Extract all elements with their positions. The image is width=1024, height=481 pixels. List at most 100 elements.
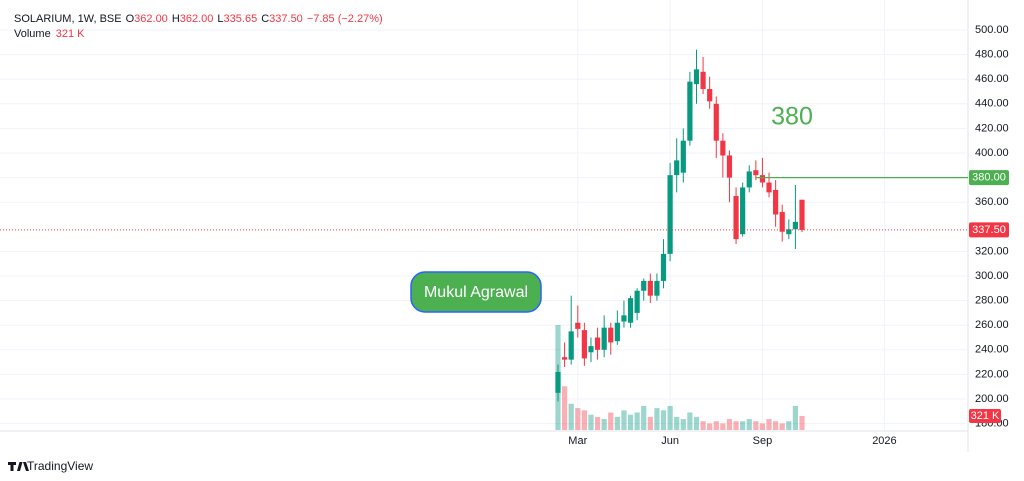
legend-label: C [261,13,269,25]
candle-body [687,81,693,141]
volume-bar [680,419,686,430]
candle-body [786,229,792,235]
candle-body [660,253,667,281]
volume-label: 321 K [971,410,1000,422]
legend-label: H [172,13,180,25]
candle-body [588,346,594,353]
plot [555,49,805,430]
legend-label: L [217,13,223,25]
volume-bar [707,423,713,430]
volume-bar [753,421,759,430]
volume-bar [700,421,706,430]
volume-bar [746,419,752,430]
candle-body [647,280,653,296]
symbol: SOLARIUM, 1W, BSE [14,13,122,25]
y-tick-label: 240.00 [975,344,1009,356]
volume-bar [733,421,739,430]
volume-bar [588,414,594,430]
volume-bar [647,416,653,430]
volume-bar [641,405,647,430]
y-tick-label: 280.00 [975,295,1009,307]
candle-body [594,337,601,350]
header: SOLARIUM, 1W, BSE O362.00 H362.00 L335.65 C3… [14,13,383,25]
grid [0,0,968,431]
volume-bar [614,416,620,430]
callout-text: Mukul Agrawal [424,284,528,301]
candle-body [674,160,680,176]
x-tick-label: Mar [568,435,587,447]
legend-label: O [126,13,135,25]
volume-legend: Volume 321 K [14,28,85,40]
candle-body [693,69,700,85]
y-tick-label: 300.00 [975,270,1009,282]
volume-bar [799,415,805,430]
volume-bar [786,421,792,430]
volume-bar [627,414,634,430]
price-label: 380.00 [972,172,1006,184]
legend-value: 335.65 [224,13,258,25]
volume-bar [561,386,568,430]
candle-body [792,221,799,230]
volume-bar [654,408,660,430]
volume-bar [713,421,719,430]
y-tick-label: 360.00 [975,196,1009,208]
brand-logo [8,462,29,471]
brand: TradingView [27,459,93,473]
candle-body [608,327,614,343]
candle-body [740,187,746,235]
change: −7.85 (−2.27%) [307,13,383,25]
candle-body [720,140,726,156]
candle-body [634,290,640,313]
candle-body [779,212,785,232]
volume-bar [608,412,614,430]
candle-body [753,170,759,176]
y-tick-label: 260.00 [975,319,1009,331]
candle-body [707,89,713,102]
candle-body [568,331,574,360]
volume-bar [766,419,772,430]
volume-bar [773,421,779,430]
volume-bar [693,416,700,430]
candle-body [654,280,660,296]
callout [410,271,542,313]
candle-body [575,322,581,329]
legend-value: 362.00 [180,13,214,25]
x-tick-label: Sep [753,435,773,447]
candle-body [667,175,673,254]
candle-body [561,357,568,360]
y-tick-label: 420.00 [975,122,1009,134]
candle-body [555,371,561,393]
y-tick-label: 480.00 [975,49,1009,61]
y-tick-label: 320.00 [975,245,1009,257]
annotation-text: 380 [771,103,813,131]
price-label-box [969,170,1009,186]
volume-bar [667,405,673,430]
volume-label-box [969,409,1001,423]
volume-bar [621,410,627,430]
volume-bar [601,419,607,430]
y-tick-label: 500.00 [975,24,1009,36]
volume-value: 321 K [56,28,85,40]
y-tick-label: 200.00 [975,393,1009,405]
volume-bar [568,403,574,430]
y-tick-label: 440.00 [975,98,1009,110]
volume-bar [792,405,799,430]
candle-body [621,315,627,322]
volume-bar [779,423,785,430]
volume-bar [740,421,746,430]
volume-bar [660,410,667,430]
volume-bar [687,412,693,430]
volume-bar [674,416,680,430]
candle-body [713,103,719,141]
candle-body [614,322,620,342]
volume-bar [594,416,601,430]
candle-body [759,175,766,183]
y-tick-label: 400.00 [975,147,1009,159]
candle-body [726,155,733,178]
x-tick-label: 2026 [872,435,896,447]
y-tick-label: 460.00 [975,73,1009,85]
volume-bar [726,419,733,430]
y-tick-label: 220.00 [975,368,1009,380]
volume-bar [720,423,726,430]
